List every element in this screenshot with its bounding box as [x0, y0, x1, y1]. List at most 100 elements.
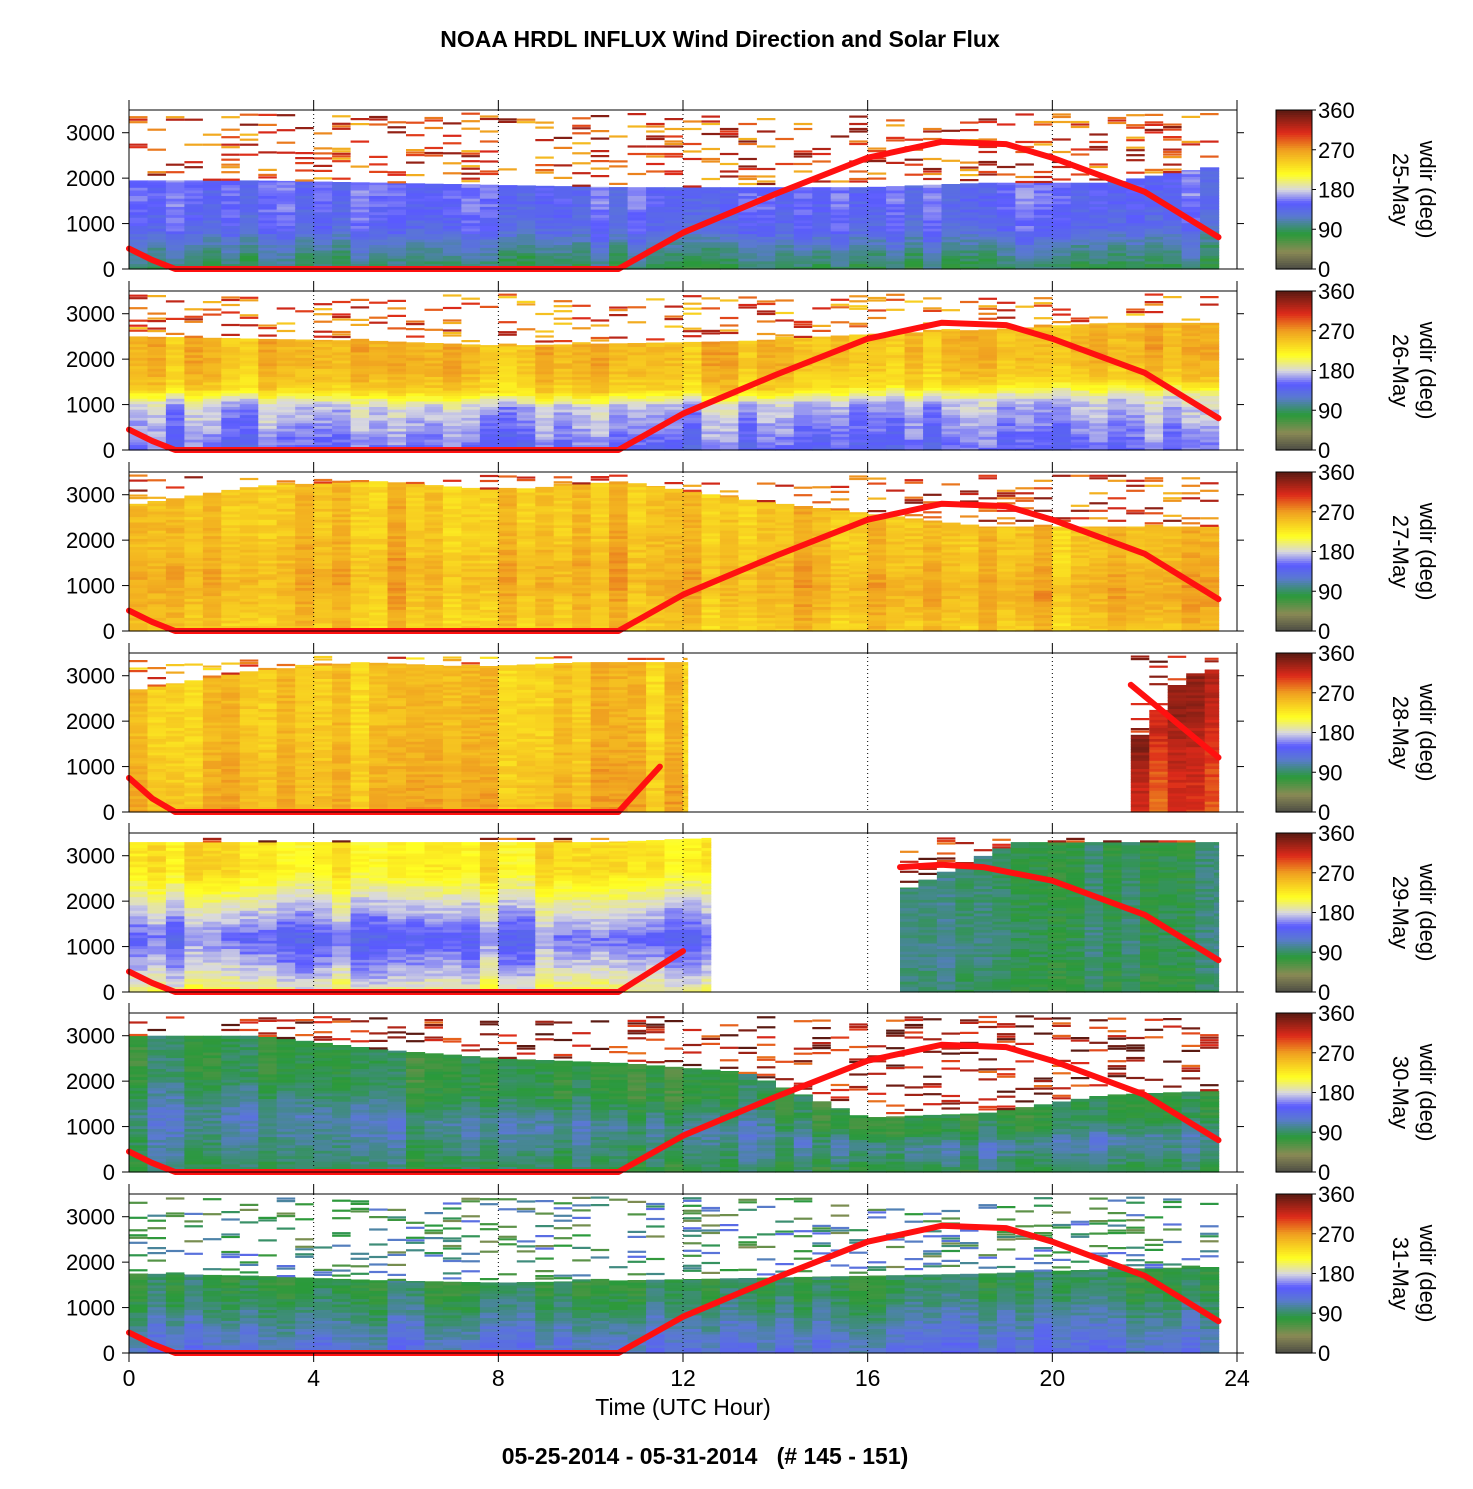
heatmap-cell [793, 368, 813, 372]
heatmap-cell [147, 373, 167, 377]
heatmap-cell [258, 428, 278, 432]
heatmap-cell [1163, 341, 1183, 345]
heatmap-cell [202, 258, 222, 262]
heatmap-cell [1181, 425, 1201, 429]
heatmap-cell [867, 379, 887, 383]
heatmap-cell [479, 203, 499, 207]
sparse-return [147, 173, 166, 176]
heatmap-cell [147, 390, 167, 394]
heatmap-cell [332, 392, 352, 397]
heatmap-cell [424, 255, 444, 259]
sparse-return [442, 142, 462, 145]
heatmap-cell [849, 249, 869, 254]
heatmap-cell [590, 252, 610, 256]
heatmap-cell [978, 381, 998, 386]
heatmap-cell [793, 337, 813, 339]
heatmap-cell [1089, 379, 1109, 383]
colorbar-band [1276, 200, 1312, 204]
sparse-return [627, 306, 647, 309]
heatmap-cell [1089, 249, 1109, 254]
sparse-return [590, 175, 610, 178]
heatmap-cell [719, 436, 739, 440]
heatmap-cell [424, 217, 444, 221]
heatmap-cell [387, 411, 407, 416]
heatmap-cell [442, 239, 462, 243]
heatmap-cell [221, 420, 241, 424]
heatmap-cell [406, 403, 426, 407]
heatmap-cell [313, 403, 333, 407]
heatmap-cell [1163, 395, 1183, 399]
heatmap-cell [590, 198, 610, 202]
heatmap-cell [793, 198, 813, 202]
heatmap-cell [424, 225, 444, 229]
heatmap-cell [627, 260, 647, 265]
heatmap-cell [793, 192, 813, 196]
heatmap-cell [1163, 228, 1183, 232]
heatmap-cell [239, 409, 259, 413]
heatmap-cell [793, 351, 813, 356]
heatmap-cell [202, 263, 222, 267]
heatmap-cell [221, 184, 241, 188]
heatmap-cell [553, 346, 573, 350]
heatmap-cell [701, 430, 721, 435]
sparse-return [719, 316, 739, 320]
heatmap-cell [1126, 422, 1146, 426]
heatmap-cell [609, 371, 629, 375]
heatmap-cell [258, 351, 278, 356]
heatmap-cell [886, 252, 906, 256]
heatmap-cell [738, 241, 758, 245]
heatmap-cell [165, 184, 185, 188]
heatmap-cell [756, 406, 776, 410]
heatmap-cell [313, 360, 333, 364]
heatmap-cell [1070, 330, 1090, 334]
heatmap-cell [923, 433, 943, 437]
sparse-return [683, 330, 702, 333]
heatmap-cell [1181, 230, 1201, 235]
heatmap-cell [369, 244, 389, 248]
heatmap-cell [1052, 211, 1072, 216]
heatmap-cell [719, 441, 739, 446]
heatmap-cell [553, 430, 573, 435]
heatmap-cell [350, 187, 370, 191]
heatmap-cell [646, 379, 666, 383]
heatmap-cell [738, 414, 758, 418]
heatmap-cell [941, 184, 961, 186]
heatmap-cell [1052, 439, 1072, 443]
heatmap-cell [535, 441, 555, 446]
heatmap-cell [664, 403, 684, 407]
heatmap-cell [295, 365, 315, 369]
heatmap-cell [276, 260, 296, 265]
heatmap-cell [701, 362, 721, 367]
heatmap-cell [793, 346, 813, 350]
sparse-return [424, 146, 443, 150]
heatmap-cell [572, 436, 592, 440]
sparse-return [442, 162, 462, 165]
heatmap-cell [609, 349, 629, 353]
heatmap-cell [960, 379, 980, 383]
heatmap-cell [701, 439, 721, 443]
heatmap-cell [276, 406, 296, 410]
heatmap-cell [498, 230, 518, 235]
heatmap-cell [129, 219, 149, 224]
heatmap-cell [941, 239, 961, 243]
sparse-return [369, 118, 388, 121]
heatmap-cell [627, 365, 647, 369]
heatmap-cell [350, 387, 370, 391]
heatmap-cell [276, 217, 296, 221]
heatmap-cell [775, 239, 795, 243]
heatmap-cell [313, 247, 333, 251]
heatmap-cell [830, 187, 850, 191]
sparse-return [960, 161, 979, 164]
heatmap-cell [775, 444, 795, 448]
heatmap-cell [369, 233, 389, 237]
heatmap-cell [1052, 332, 1072, 337]
colorbar-band [1276, 160, 1312, 164]
heatmap-cell [147, 362, 167, 367]
heatmap-cell [627, 217, 647, 221]
heatmap-cell [313, 206, 333, 210]
heatmap-cell [978, 436, 998, 440]
heatmap-cell [406, 428, 426, 432]
heatmap-cell [646, 384, 666, 388]
heatmap-cell [627, 351, 647, 356]
heatmap-cell [793, 371, 813, 375]
